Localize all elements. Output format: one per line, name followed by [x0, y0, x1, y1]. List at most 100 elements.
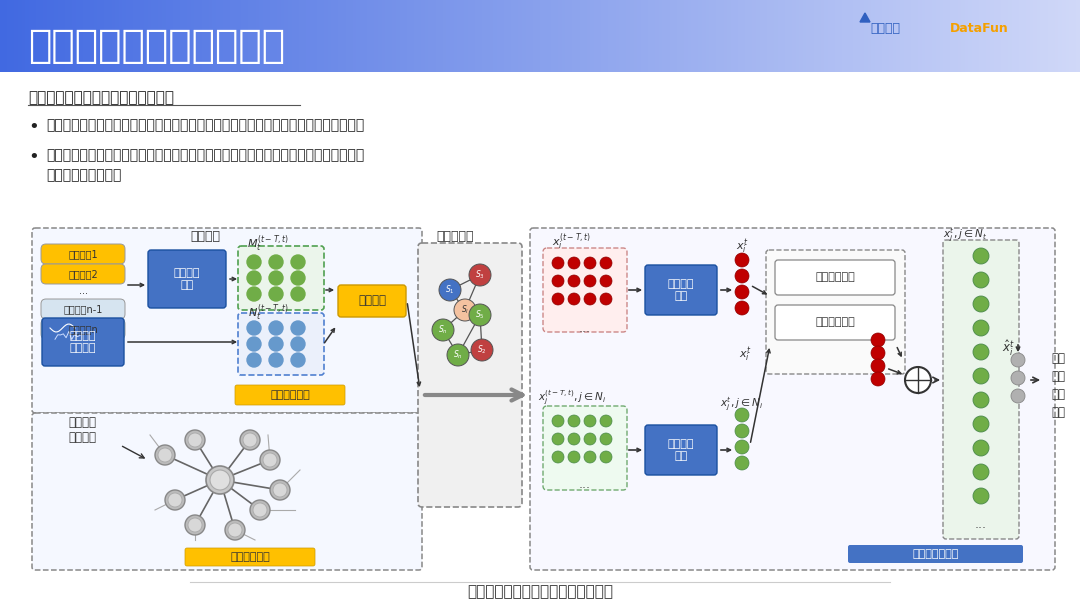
Bar — [468, 0, 473, 72]
Bar — [810, 0, 814, 72]
Bar — [785, 0, 789, 72]
Text: ...: ... — [975, 519, 987, 531]
Text: $S_n$: $S_n$ — [453, 349, 463, 361]
Bar — [734, 0, 739, 72]
Text: $S_1$: $S_1$ — [445, 284, 455, 296]
Bar — [781, 0, 786, 72]
Bar — [424, 0, 430, 72]
Bar — [1015, 0, 1020, 72]
Bar — [839, 0, 843, 72]
Text: 瀚舟科技: 瀚舟科技 — [870, 21, 900, 35]
Circle shape — [552, 415, 564, 427]
Circle shape — [973, 368, 989, 384]
Text: $S_3$: $S_3$ — [475, 269, 485, 282]
Bar — [370, 0, 376, 72]
Circle shape — [568, 293, 580, 305]
Bar — [208, 0, 214, 72]
Circle shape — [735, 269, 750, 283]
Text: $S_i$: $S_i$ — [461, 304, 469, 316]
Bar — [180, 0, 185, 72]
Text: 关联关系模块: 关联关系模块 — [230, 552, 270, 562]
Bar — [57, 0, 63, 72]
Circle shape — [973, 344, 989, 360]
Bar — [483, 0, 487, 72]
Bar — [818, 0, 822, 72]
Bar — [418, 0, 422, 72]
Circle shape — [568, 433, 580, 445]
Circle shape — [228, 523, 242, 537]
Bar — [591, 0, 595, 72]
Bar — [738, 0, 743, 72]
Circle shape — [269, 321, 283, 335]
Circle shape — [735, 285, 750, 299]
FancyBboxPatch shape — [41, 299, 125, 319]
Circle shape — [568, 275, 580, 287]
FancyBboxPatch shape — [543, 248, 627, 332]
Bar — [313, 0, 318, 72]
Text: 特征融合: 特征融合 — [357, 294, 386, 308]
Bar — [943, 0, 948, 72]
Text: 新闻文本2: 新闻文本2 — [68, 269, 98, 279]
Bar — [400, 0, 404, 72]
Bar — [720, 0, 725, 72]
Circle shape — [600, 451, 612, 463]
Bar — [278, 0, 282, 72]
Circle shape — [568, 257, 580, 269]
Bar — [306, 0, 311, 72]
Circle shape — [185, 515, 205, 535]
Bar — [65, 0, 69, 72]
Bar — [504, 0, 509, 72]
Bar — [1012, 0, 1016, 72]
Bar — [994, 0, 998, 72]
Circle shape — [568, 451, 580, 463]
Bar — [710, 0, 714, 72]
Bar — [705, 0, 711, 72]
FancyBboxPatch shape — [418, 243, 522, 507]
Bar — [119, 0, 123, 72]
Bar — [515, 0, 519, 72]
Circle shape — [291, 337, 305, 351]
Text: $\hat{x}_i^t$: $\hat{x}_i^t$ — [1001, 338, 1014, 358]
Bar — [46, 0, 52, 72]
Bar — [259, 0, 264, 72]
Circle shape — [1011, 389, 1025, 403]
FancyBboxPatch shape — [238, 313, 324, 375]
Bar — [893, 0, 897, 72]
Bar — [788, 0, 793, 72]
Circle shape — [188, 433, 202, 447]
Text: $S_2$: $S_2$ — [477, 344, 487, 356]
Circle shape — [973, 440, 989, 456]
Bar — [540, 0, 544, 72]
Circle shape — [240, 430, 260, 450]
Text: $x_i^{(t-T,t)}$: $x_i^{(t-T,t)}$ — [552, 232, 592, 252]
Bar — [386, 0, 390, 72]
Bar — [478, 0, 484, 72]
Bar — [122, 0, 127, 72]
Circle shape — [291, 271, 305, 285]
FancyBboxPatch shape — [41, 264, 125, 284]
Bar — [489, 0, 495, 72]
Bar — [68, 0, 73, 72]
Bar — [256, 0, 260, 72]
Bar — [856, 0, 862, 72]
Circle shape — [273, 483, 287, 497]
Bar — [1008, 0, 1013, 72]
Bar — [576, 0, 581, 72]
Bar — [767, 0, 771, 72]
Bar — [796, 0, 800, 72]
Circle shape — [291, 255, 305, 269]
Text: ...: ... — [79, 286, 87, 296]
FancyBboxPatch shape — [775, 305, 895, 340]
Circle shape — [735, 253, 750, 267]
Circle shape — [188, 518, 202, 532]
Circle shape — [584, 433, 596, 445]
FancyBboxPatch shape — [32, 413, 422, 570]
Bar — [14, 0, 19, 72]
Bar — [677, 0, 681, 72]
Bar — [316, 0, 322, 72]
Circle shape — [225, 520, 245, 540]
Bar — [332, 0, 336, 72]
Text: 循环神经
网络: 循环神经 网络 — [667, 279, 694, 301]
Bar — [176, 0, 181, 72]
Bar — [853, 0, 858, 72]
